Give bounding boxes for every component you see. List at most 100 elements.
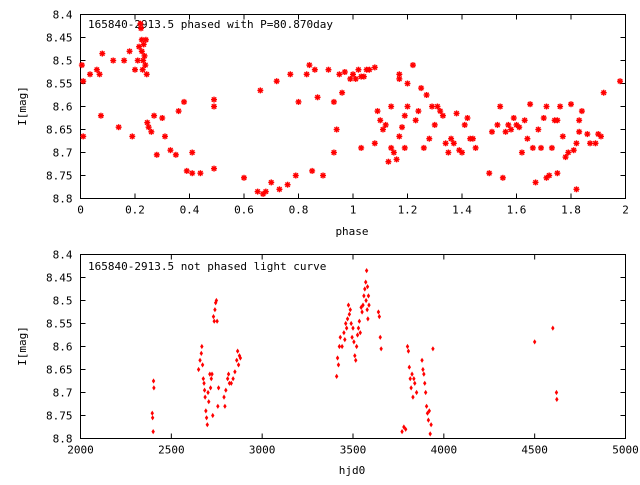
data-point [241, 174, 247, 181]
data-point [175, 108, 182, 115]
data-point [354, 357, 358, 363]
data-point [262, 188, 269, 195]
data-point [152, 385, 156, 391]
data-point [388, 103, 395, 110]
data-point [211, 412, 215, 419]
data-point [306, 62, 313, 69]
data-point [343, 337, 347, 343]
data-point [337, 343, 342, 350]
data-point [404, 80, 411, 87]
data-point [488, 128, 495, 135]
data-point [362, 293, 366, 299]
data-point [431, 121, 438, 128]
x-tick-label: 2 [622, 204, 629, 217]
data-point [404, 103, 411, 110]
data-point [349, 320, 353, 327]
data-point [303, 71, 310, 78]
data-point [364, 279, 368, 285]
data-point [410, 371, 414, 377]
data-point [516, 124, 523, 131]
data-point [213, 307, 217, 313]
data-point [551, 325, 555, 331]
data-point [535, 126, 542, 133]
data-point [377, 117, 384, 124]
data-point [576, 117, 583, 124]
data-point [215, 318, 219, 324]
data-point [144, 119, 151, 126]
data-point [494, 121, 501, 128]
data-point [141, 52, 148, 59]
data-point [350, 71, 356, 78]
data-point [366, 293, 371, 299]
data-point [508, 126, 515, 133]
data-point [472, 144, 479, 151]
data-point [359, 304, 363, 310]
panel-title: 165840-2913.5 not phased light curve [88, 260, 326, 273]
x-axis-title: hjd0 [339, 464, 366, 477]
data-point [225, 376, 230, 382]
data-point [345, 316, 350, 322]
data-point [554, 117, 561, 124]
data-point [99, 50, 106, 57]
data-point [355, 66, 362, 73]
data-point [532, 179, 539, 186]
data-point [172, 151, 179, 158]
x-tick-label: 0.8 [289, 204, 309, 217]
data-point [431, 346, 435, 352]
data-point [364, 268, 369, 274]
y-tick-label: 8.45 [46, 272, 73, 285]
data-point [126, 48, 133, 55]
data-point [367, 302, 371, 308]
x-tick-label: 1.8 [561, 204, 581, 217]
data-point [233, 369, 237, 375]
data-point [335, 355, 340, 361]
data-point [344, 325, 349, 331]
data-point [330, 98, 337, 105]
x-tick-label: 1 [350, 204, 357, 217]
y-tick-label: 8.65 [46, 364, 73, 377]
data-point [206, 389, 210, 396]
data-point [204, 415, 209, 421]
data-point [138, 36, 145, 43]
data-point [142, 62, 149, 69]
unphased-light-curve-panel: 165840-2913.5 not phased light curve hjd… [16, 249, 639, 478]
y-tick-label: 8.75 [46, 410, 73, 423]
y-tick-label: 8.75 [46, 170, 73, 183]
data-point [287, 71, 294, 78]
data-point [521, 117, 528, 124]
phased-light-curve-panel: 165840-2913.5 phased with P=80.870day ph… [16, 9, 629, 239]
data-point [150, 415, 155, 421]
data-point [138, 48, 145, 55]
data-point [420, 357, 424, 363]
data-point [207, 399, 211, 405]
data-point [393, 156, 400, 163]
data-point [445, 149, 452, 156]
data-point [600, 89, 607, 96]
data-point [273, 78, 280, 85]
data-point [320, 172, 327, 179]
data-point [379, 346, 383, 352]
data-point [411, 394, 415, 400]
data-point [78, 62, 85, 69]
data-point [150, 410, 154, 416]
data-point [226, 371, 231, 377]
data-point [554, 170, 561, 177]
x-tick-label: 4500 [521, 444, 548, 457]
data-point [570, 147, 577, 154]
tick-group: 0 0.2 0.4 0.6 0.8 1 1.2 1.4 1.6 1.8 2 8.4 8.45 8.5 8.5… [46, 9, 629, 217]
data-point [204, 408, 208, 414]
data-point [587, 140, 594, 147]
x-tick-label: 1.4 [452, 204, 472, 217]
y-tick-label: 8.55 [46, 78, 73, 91]
data-point [505, 121, 512, 128]
data-point [351, 325, 355, 331]
data-point [423, 380, 427, 386]
data-point [216, 385, 221, 391]
data-point [409, 62, 416, 69]
x-tick-label: 4000 [431, 444, 458, 457]
x-axis-title: phase [335, 225, 368, 238]
data-point [211, 314, 216, 320]
data-point [202, 380, 206, 386]
data-point [366, 316, 370, 322]
